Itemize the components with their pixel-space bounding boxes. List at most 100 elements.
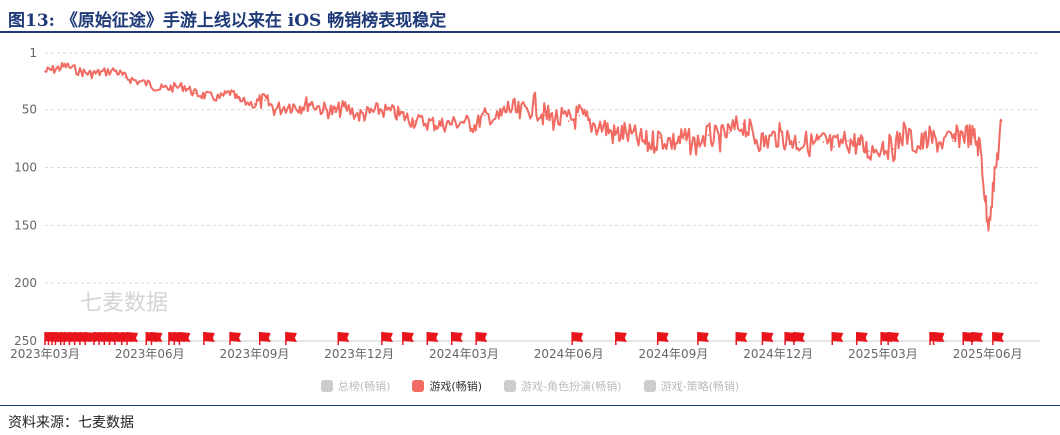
data-point xyxy=(742,122,744,125)
x-tick-label: 2024年09月 xyxy=(639,347,709,361)
data-point xyxy=(1000,120,1003,122)
data-point xyxy=(718,138,720,141)
flag-marker xyxy=(832,332,844,342)
data-point xyxy=(972,136,975,139)
y-tick-label: 200 xyxy=(14,276,37,290)
data-point xyxy=(822,141,825,143)
flag-marker xyxy=(285,332,297,342)
data-point xyxy=(962,132,964,134)
data-point xyxy=(847,140,849,142)
flag-marker xyxy=(402,332,414,342)
x-tick-label: 2025年06月 xyxy=(953,347,1023,361)
data-point xyxy=(693,143,696,146)
legend-label: 游戏(畅销) xyxy=(429,380,483,393)
flag-marker xyxy=(259,332,271,342)
flag-marker xyxy=(572,332,584,342)
data-point xyxy=(288,104,291,106)
data-point xyxy=(323,108,326,111)
data-point xyxy=(519,114,521,117)
flag-marker xyxy=(381,332,393,342)
data-point xyxy=(438,123,441,126)
flag-marker xyxy=(971,332,983,342)
data-point xyxy=(567,120,570,122)
series-layer xyxy=(44,62,1003,232)
data-point xyxy=(79,70,81,73)
chart-legend: 总榜(畅销) 游戏(畅销) 游戏-角色扮演(畅销) 游戏-策略(畅销) xyxy=(0,378,1060,394)
flag-marker xyxy=(151,332,163,342)
flag-marker xyxy=(451,332,463,342)
data-point xyxy=(264,99,266,102)
flag-marker xyxy=(427,332,439,342)
data-point xyxy=(903,132,905,134)
data-point xyxy=(414,120,416,122)
flag-marker xyxy=(179,332,191,342)
data-point xyxy=(473,125,476,127)
legend-label: 游戏-角色扮演(畅销) xyxy=(521,380,622,393)
data-point xyxy=(602,125,605,127)
data-point xyxy=(148,83,151,85)
data-point xyxy=(951,140,954,142)
data-point xyxy=(403,115,406,118)
y-tick-label: 250 xyxy=(14,334,37,348)
data-point xyxy=(194,92,196,95)
legend-item[interactable]: 游戏-策略(畅销) xyxy=(643,378,740,394)
flag-marker xyxy=(127,332,139,342)
data-point xyxy=(752,135,755,138)
data-point xyxy=(274,108,277,111)
data-point xyxy=(484,114,486,117)
flag-marker xyxy=(992,332,1004,342)
data-point xyxy=(218,97,221,99)
y-tick-label: 100 xyxy=(14,161,37,175)
watermark-text: 七麦数据 xyxy=(80,291,168,316)
data-point xyxy=(707,134,710,136)
data-point xyxy=(498,118,500,120)
flag-marker xyxy=(888,332,900,342)
flag-marker xyxy=(476,332,488,342)
data-point xyxy=(857,143,860,146)
source-note: 资料来源：七麦数据 xyxy=(8,415,134,431)
y-tick-label: 1 xyxy=(29,46,37,60)
data-point xyxy=(508,106,511,109)
legend-item[interactable]: 游戏-角色扮演(畅销) xyxy=(504,378,622,394)
data-point xyxy=(299,105,301,107)
flag-marker xyxy=(793,332,805,342)
data-point xyxy=(393,112,395,114)
figure-title: 图13: 《原始征途》手游上线以来在 iOS 畅销榜表现稳定 xyxy=(8,11,447,31)
data-point xyxy=(868,150,870,153)
data-point xyxy=(229,91,231,94)
flag-marker xyxy=(615,332,627,342)
data-point xyxy=(204,95,207,97)
data-point xyxy=(543,114,545,117)
data-point xyxy=(358,114,361,117)
data-point xyxy=(938,141,940,143)
legend-item[interactable]: 游戏(畅销) xyxy=(412,378,482,394)
data-point xyxy=(379,108,382,111)
flag-marker xyxy=(856,332,868,342)
data-point xyxy=(658,136,661,139)
flag-marker xyxy=(203,332,215,342)
data-point xyxy=(777,134,779,136)
data-point xyxy=(979,148,982,150)
flag-marker xyxy=(933,332,945,342)
data-point xyxy=(169,86,172,89)
flag-marker xyxy=(230,332,242,342)
data-point xyxy=(253,103,256,105)
data-point xyxy=(183,85,186,88)
x-tick-label: 2023年09月 xyxy=(220,347,290,361)
data-point xyxy=(159,88,161,90)
data-point xyxy=(124,76,127,79)
data-point xyxy=(114,69,116,72)
data-point xyxy=(882,143,884,146)
legend-swatch xyxy=(504,380,517,392)
data-point xyxy=(463,120,465,122)
data-point xyxy=(833,145,835,148)
legend-item[interactable]: 总榜(畅销) xyxy=(320,378,390,394)
data-point xyxy=(648,143,650,146)
data-point xyxy=(917,145,919,148)
legend-label: 游戏-策略(畅销) xyxy=(660,380,740,393)
x-tick-label: 2025年03月 xyxy=(848,347,918,361)
y-tick-label: 150 xyxy=(14,218,37,232)
flag-marker xyxy=(657,332,669,342)
